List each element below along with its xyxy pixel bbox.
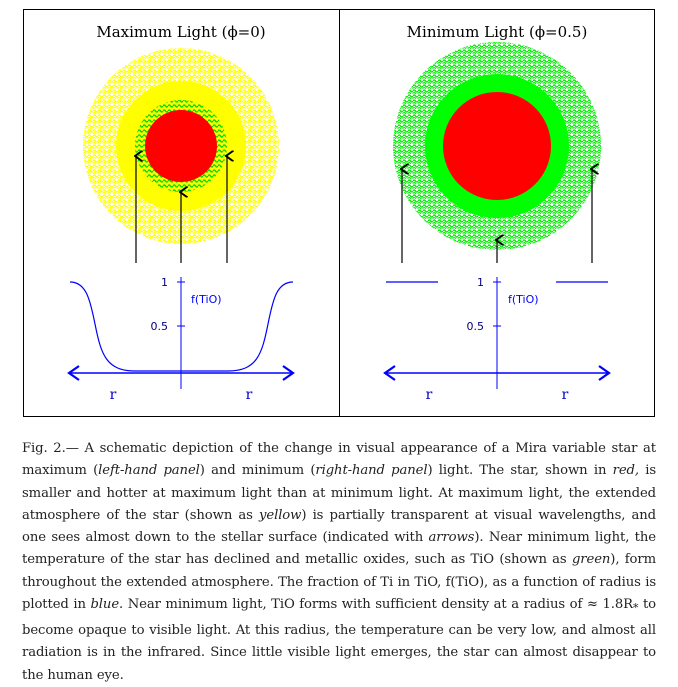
- right-r-arrow-right: [598, 365, 611, 381]
- caption-text: ) and minimum (: [199, 463, 316, 479]
- caption-text: ). Near minimum light, the temperature o…: [22, 530, 656, 568]
- caption-emphasis: yellow: [259, 507, 302, 523]
- caption-emphasis: left-hand panel: [98, 463, 200, 479]
- caption-text: ), form throughout the extended atmosphe…: [22, 552, 656, 613]
- caption-text: ) light. The star, shown in: [427, 463, 613, 479]
- caption-text: Fig. 2.— A schematic depiction of the ch…: [22, 441, 656, 479]
- right-ftio-label: f(TiO): [508, 293, 539, 306]
- caption-emphasis: red,: [612, 463, 639, 479]
- left-tick-label-05: 0.5: [151, 320, 169, 333]
- right-r-arrow-left: [383, 365, 396, 381]
- left-panel: Maximum Light (ϕ=0) 1 0.5 f(TiO) r r: [67, 23, 295, 403]
- left-tick-label-1: 1: [161, 276, 168, 289]
- caption-text: ) is partially transparent at visual wav…: [22, 507, 657, 546]
- caption-emphasis: arrows: [428, 530, 475, 546]
- caption-emphasis: right-hand panel: [315, 463, 428, 479]
- right-panel-title: Minimum Light (ϕ=0.5): [407, 23, 588, 41]
- right-tick-label-05: 0.5: [467, 320, 485, 333]
- right-star: [443, 92, 551, 200]
- left-ftio-label: f(TiO): [191, 293, 222, 306]
- right-r-label-left: r: [426, 387, 433, 403]
- figure: Maximum Light (ϕ=0) 1 0.5 f(TiO) r r Min…: [23, 9, 655, 417]
- caption-text: is smaller and hotter at maximum light t…: [22, 463, 656, 523]
- caption-text: Near minimum light, TiO forms with suffi…: [123, 597, 633, 613]
- left-panel-title: Maximum Light (ϕ=0): [96, 23, 265, 41]
- caption-emphasis: blue.: [90, 597, 124, 613]
- left-r-label-right: r: [246, 387, 253, 403]
- right-r-label-right: r: [562, 387, 569, 403]
- right-tick-label-1: 1: [477, 276, 484, 289]
- figure-caption: Fig. 2.— A schematic depiction of the ch…: [22, 438, 656, 687]
- left-r-label-left: r: [110, 387, 117, 403]
- caption-emphasis: green: [571, 552, 611, 568]
- left-star: [145, 110, 217, 182]
- right-panel: Minimum Light (ϕ=0.5) 1 0.5 f(TiO) r r: [383, 23, 611, 403]
- caption-subscript: *: [632, 601, 639, 615]
- figure-canvas: Maximum Light (ϕ=0) 1 0.5 f(TiO) r r Min…: [23, 9, 655, 417]
- caption-text: to become opaque to visible light. At th…: [22, 597, 656, 683]
- left-r-arrow-left: [67, 365, 80, 381]
- left-r-arrow-right: [282, 365, 295, 381]
- left-ftio-curve: [69, 281, 294, 372]
